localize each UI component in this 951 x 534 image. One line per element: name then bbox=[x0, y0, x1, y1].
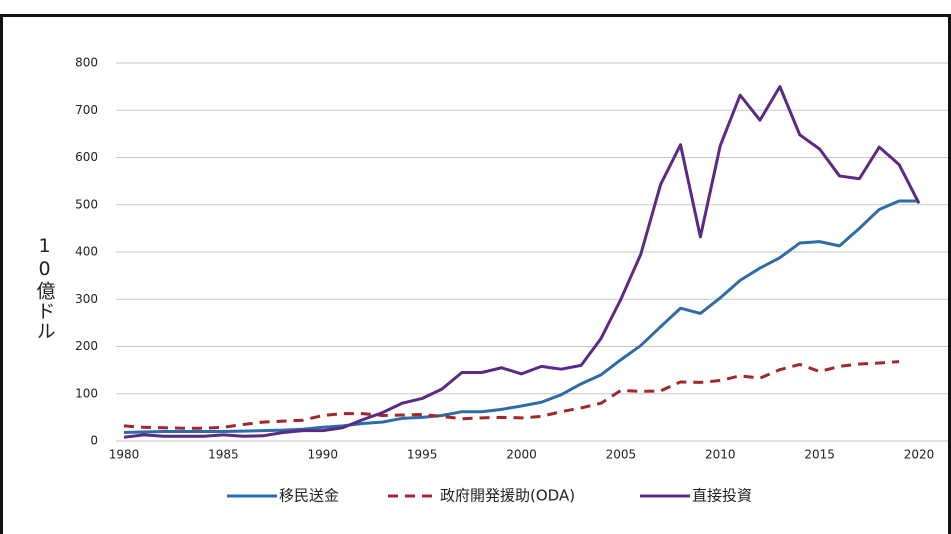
frame bbox=[0, 14, 951, 534]
y-tick-label: 400 bbox=[75, 245, 98, 259]
x-tick-label: 1995 bbox=[407, 448, 438, 462]
y-tick-label: 800 bbox=[75, 56, 98, 70]
legend-label: 政府開発援助(ODA) bbox=[440, 487, 575, 505]
x-tick-label: 2000 bbox=[506, 448, 537, 462]
y-tick-label: 200 bbox=[75, 339, 98, 353]
y-tick-label: 600 bbox=[75, 150, 98, 164]
y-tick-label: 100 bbox=[75, 386, 98, 400]
x-tick-label: 1990 bbox=[307, 448, 338, 462]
series-line bbox=[123, 199, 919, 434]
y-axis-label: 10億ドル bbox=[34, 235, 56, 341]
x-tick-label: 2020 bbox=[904, 448, 935, 462]
legend-label: 移民送金 bbox=[279, 487, 339, 505]
series-line bbox=[123, 85, 921, 439]
y-tick-label: 700 bbox=[75, 103, 98, 117]
x-tick-label: 2005 bbox=[606, 448, 637, 462]
x-tick-label: 2010 bbox=[705, 448, 736, 462]
y-tick-label: 0 bbox=[90, 434, 98, 448]
x-tick-label: 1985 bbox=[208, 448, 239, 462]
legend-label: 直接投資 bbox=[692, 487, 752, 505]
x-tick-label: 2015 bbox=[804, 448, 835, 462]
y-tick-label: 500 bbox=[75, 197, 98, 211]
x-tick-label: 1980 bbox=[109, 448, 140, 462]
y-tick-label: 300 bbox=[75, 292, 98, 306]
